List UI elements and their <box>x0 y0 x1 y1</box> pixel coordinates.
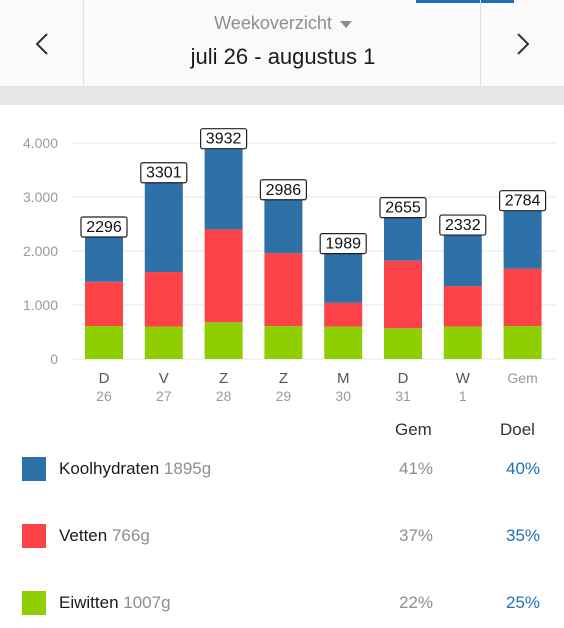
total-label-box <box>319 232 367 255</box>
legend-amount: 766g <box>111 526 150 545</box>
bar-segment-koolhydraten <box>264 197 303 254</box>
bar-segment-koolhydraten <box>503 208 542 269</box>
date-range-title: juli 26 - augustus 1 <box>190 44 376 69</box>
x-tick-date: 31 <box>395 388 411 404</box>
chevron-right-icon <box>516 32 529 55</box>
week-header: Weekoverzicht juli 26 - augustus 1 <box>0 0 564 87</box>
x-tick-day: V <box>159 370 169 387</box>
total-label-box <box>200 128 248 150</box>
bar-segment-koolhydraten <box>144 180 183 273</box>
bar-segment-vetten <box>85 281 123 327</box>
bar-segment-vetten <box>204 229 243 323</box>
total-label-box <box>499 190 547 212</box>
x-tick-day: D <box>398 370 409 387</box>
macro-chart: 01.0002.0003.0004.0002296D263301V273932Z… <box>23 128 556 404</box>
legend-label: Koolhydraten 1895g <box>59 459 212 478</box>
vetten-swatch <box>22 524 46 548</box>
bar-segment-vetten <box>503 268 542 327</box>
legend-gem-value: 37% <box>399 526 434 545</box>
bar-segment-vetten <box>443 286 482 327</box>
x-tick-date: 1 <box>459 388 467 404</box>
total-label: 2784 <box>505 193 541 210</box>
total-label: 2332 <box>445 217 481 234</box>
legend-amount: 1895g <box>163 459 212 478</box>
bar-segment-koolhydraten <box>384 215 422 261</box>
total-label-box <box>259 179 307 201</box>
x-tick-day: Z <box>279 370 288 387</box>
view-dropdown[interactable]: Weekoverzicht <box>214 13 352 34</box>
legend-gem-value: 41% <box>399 459 434 478</box>
x-tick-date: 26 <box>96 388 112 404</box>
legend-row-vetten: Vetten 766g 37% 35% <box>0 516 564 556</box>
bar-segment-koolhydraten <box>443 233 482 287</box>
y-tick-label: 0 <box>50 351 58 367</box>
eiwitten-swatch <box>22 591 46 615</box>
y-tick-label: 4.000 <box>23 135 58 151</box>
legend-label: Vetten 766g <box>59 526 150 545</box>
total-label: 3932 <box>206 131 242 148</box>
legend-label: Eiwitten 1007g <box>59 593 171 612</box>
legend-doel-value: 25% <box>506 593 541 612</box>
section-divider <box>0 87 564 105</box>
x-tick-day: Z <box>219 370 228 387</box>
total-label: 3301 <box>146 165 182 182</box>
next-week-button[interactable] <box>480 0 564 87</box>
legend-row-koolhydraten: Koolhydraten 1895g 41% 40% <box>0 449 564 489</box>
total-label-box <box>80 216 128 238</box>
bar-segment-vetten <box>264 253 303 327</box>
gem-column-header: Gem <box>395 420 432 439</box>
bar-segment-eiwitten <box>384 328 422 359</box>
x-tick-date: 29 <box>276 388 292 404</box>
tab-indicator <box>416 0 514 3</box>
view-dropdown-label: Weekoverzicht <box>214 13 332 33</box>
total-label-box <box>439 214 487 236</box>
y-tick-label: 2.000 <box>23 243 58 259</box>
caret-down-icon <box>339 21 352 28</box>
y-tick-label: 3.000 <box>23 189 58 205</box>
bar-segment-koolhydraten <box>204 146 243 230</box>
total-label-box <box>379 197 427 219</box>
legend-row-eiwitten: Eiwitten 1007g 22% 25% <box>0 583 564 623</box>
week-selector: Weekoverzicht juli 26 - augustus 1 <box>84 0 482 87</box>
previous-week-button[interactable] <box>0 0 84 87</box>
x-tick-date: 27 <box>156 388 172 404</box>
legend-headers: Gem Doel <box>0 420 564 444</box>
bar-segment-koolhydraten <box>324 251 363 303</box>
bar-segment-eiwitten <box>264 326 303 359</box>
legend-doel-value: 40% <box>506 459 541 478</box>
koolhydraten-swatch <box>22 457 46 481</box>
bar-segment-eiwitten <box>204 322 243 359</box>
bar-segment-eiwitten <box>443 326 482 359</box>
x-tick-date: 30 <box>335 388 351 404</box>
bar-segment-eiwitten <box>144 326 183 359</box>
legend-doel-value: 35% <box>506 526 541 545</box>
bar-segment-vetten <box>324 302 363 327</box>
bar-segment-eiwitten <box>85 326 123 359</box>
bar-segment-vetten <box>144 272 183 327</box>
chevron-left-icon <box>35 32 48 55</box>
bar-segment-eiwitten <box>503 326 542 359</box>
total-label: 2655 <box>385 200 421 217</box>
x-tick-day: D <box>99 370 110 387</box>
bar-segment-eiwitten <box>324 326 363 359</box>
x-tick-date: 28 <box>216 388 232 404</box>
x-tick-day: Gem <box>507 370 537 386</box>
doel-column-header: Doel <box>500 420 535 439</box>
x-tick-day: M <box>337 370 350 387</box>
y-tick-label: 1.000 <box>23 297 58 313</box>
total-label-box <box>140 162 188 184</box>
total-label: 2296 <box>86 219 122 236</box>
total-label: 1989 <box>325 236 361 253</box>
total-label: 2986 <box>266 182 302 199</box>
x-tick-day: W <box>456 370 471 387</box>
legend-gem-value: 22% <box>399 593 434 612</box>
legend-amount: 1007g <box>123 593 171 612</box>
bar-segment-koolhydraten <box>85 235 123 282</box>
bar-segment-vetten <box>384 260 422 329</box>
